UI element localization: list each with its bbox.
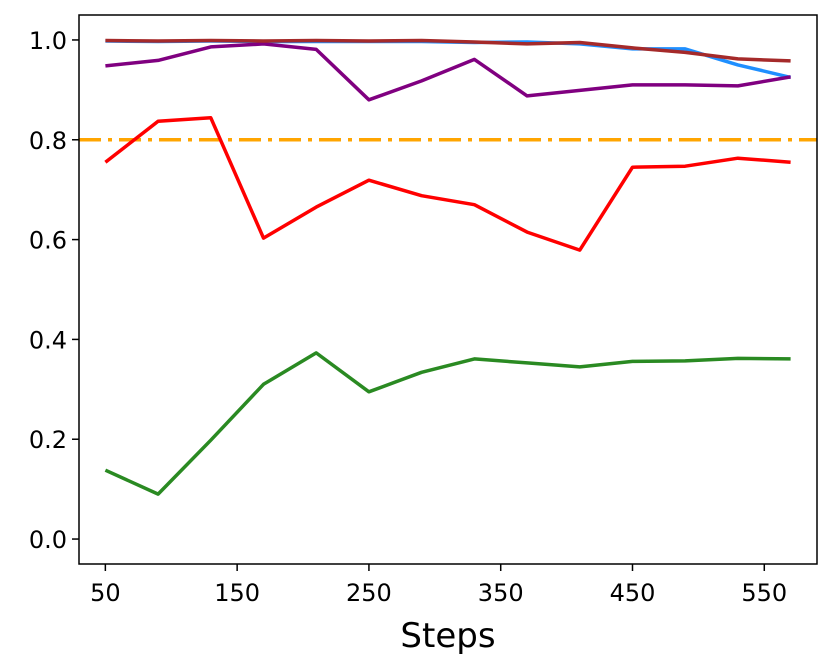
x-axis-title: Steps — [400, 616, 495, 656]
series-layer — [104, 38, 792, 496]
x-tick-label: 550 — [741, 579, 787, 607]
plot-frame — [78, 14, 818, 565]
y-tick-label: 0.2 — [29, 426, 67, 454]
y-tick-label: 0.4 — [29, 326, 67, 354]
series-line-4 — [105, 42, 791, 102]
x-tick-label: 250 — [346, 579, 392, 607]
x-tick-label: 450 — [610, 579, 656, 607]
x-tick-label: 150 — [214, 579, 260, 607]
y-tick-label: 0.6 — [29, 227, 67, 255]
series-line-5 — [105, 38, 791, 63]
series-line-3 — [104, 116, 791, 252]
y-tick-label: 0.8 — [29, 127, 67, 155]
y-tick-label: 0.0 — [29, 526, 67, 554]
y-tick-label: 1.0 — [29, 27, 67, 55]
x-tick-label: 50 — [90, 579, 121, 607]
y-axis-ticks: 0.0 0.2 0.4 0.6 0.8 1.0 — [29, 27, 79, 554]
series-line-2 — [104, 351, 791, 496]
x-axis-ticks: 50 150 250 350 450 550 — [90, 564, 787, 607]
x-tick-label: 350 — [478, 579, 524, 607]
